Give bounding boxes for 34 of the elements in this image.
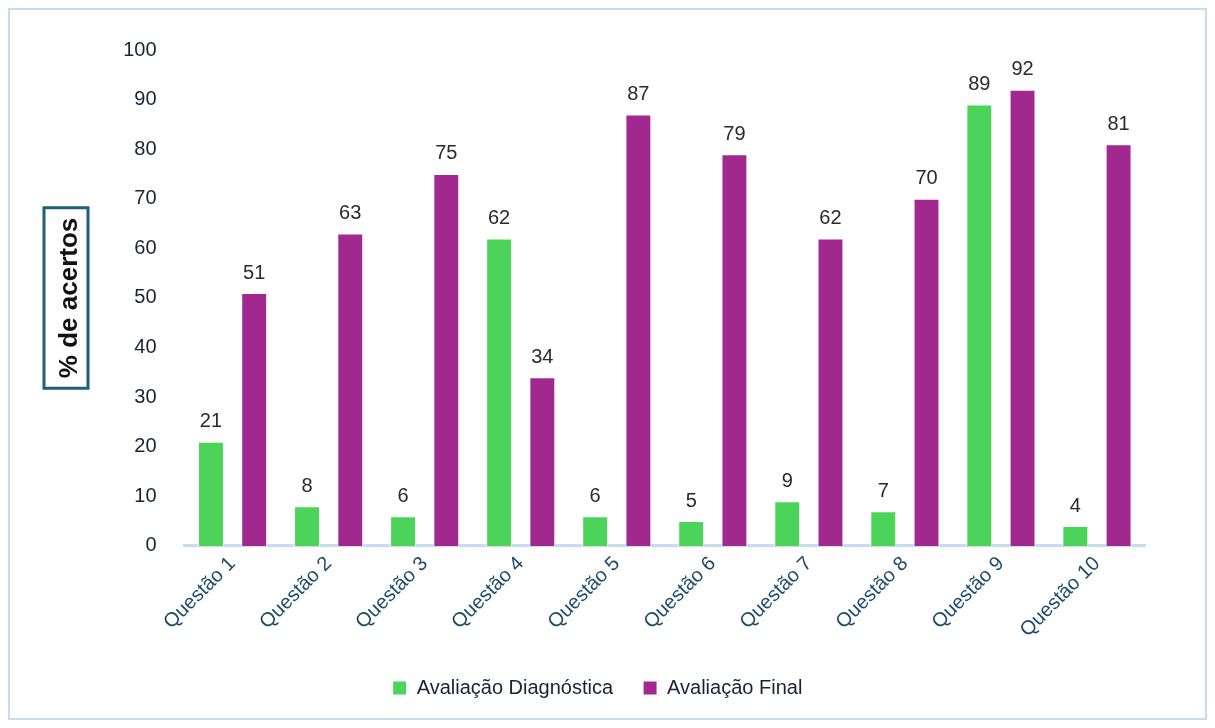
y-tick-label: 70: [134, 186, 157, 209]
data-label: 51: [243, 260, 266, 283]
legend-label: Avaliação Final: [667, 675, 803, 698]
y-tick-label: 10: [134, 483, 157, 506]
y-tick-label: 20: [134, 434, 157, 457]
data-label: 62: [487, 205, 511, 228]
y-tick-label: 80: [134, 136, 157, 159]
y-tick-label: 40: [134, 335, 157, 358]
data-label: 9: [781, 468, 793, 491]
data-label: 79: [723, 121, 746, 144]
data-label: 75: [435, 141, 458, 164]
y-tick-label: 30: [134, 384, 157, 407]
data-label: 89: [968, 72, 991, 95]
y-tick-label: 0: [145, 533, 157, 556]
data-label: 6: [397, 483, 409, 506]
data-label: 81: [1107, 111, 1130, 134]
data-label: 6: [589, 483, 601, 506]
data-label: 5: [685, 488, 697, 511]
legend-label: Avaliação Diagnóstica: [416, 675, 614, 698]
y-tick-label: 50: [134, 285, 157, 308]
y-tick-label: 90: [134, 87, 157, 110]
data-label: 4: [1069, 493, 1081, 516]
data-label: 7: [877, 478, 889, 501]
data-label: 63: [339, 201, 362, 223]
data-label: 8: [301, 473, 313, 496]
y-axis-title: % de acertos: [52, 217, 83, 379]
y-tick-label: 60: [134, 235, 157, 258]
data-label: 21: [199, 409, 223, 432]
data-label: 34: [531, 344, 554, 367]
data-label: 87: [627, 81, 650, 104]
data-label: 92: [1011, 57, 1034, 80]
data-label: 70: [915, 166, 938, 189]
y-tick-label: 100: [123, 37, 157, 60]
data-label: 62: [819, 205, 842, 228]
